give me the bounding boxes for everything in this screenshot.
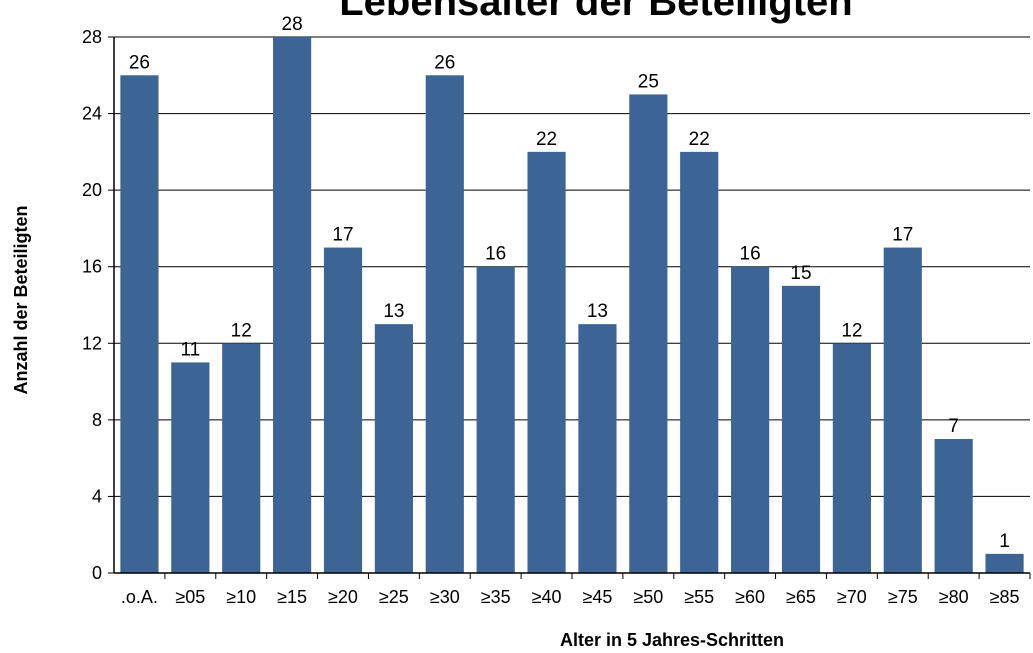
x-tick-label: ≥50 [633,587,663,607]
data-label: 16 [740,244,761,265]
bar [680,151,719,573]
x-tick-label: ≥10 [226,587,256,607]
gridlines [114,36,1030,497]
bar [527,151,566,573]
y-tick-label: 20 [82,180,102,200]
bar [323,247,363,574]
data-label: 25 [638,71,659,92]
x-tick-label: ≥40 [532,587,562,607]
data-labels: 26 11 12 28 17 13 26 16 22 13 25 22 16 15 12 17 7 1 [129,14,1010,552]
data-label: 26 [434,52,455,73]
bar [425,75,464,574]
bar [883,247,922,574]
bar [273,37,312,573]
data-label: 17 [892,225,913,246]
x-tick-label: .o.A. [121,587,158,607]
data-label: 16 [485,244,506,265]
bar [985,553,1024,573]
x-tick-label: ≥20 [328,587,358,607]
data-label: 7 [948,416,959,437]
data-label: 13 [383,301,404,322]
y-tick-label: 4 [92,486,102,506]
bar [731,266,770,573]
bar [629,94,668,573]
x-tick-label: ≥80 [939,587,969,607]
x-tick-label: ≥75 [888,587,918,607]
y-tick-label: 16 [82,257,102,277]
y-tick-label: 0 [92,563,102,583]
x-tick-label: ≥65 [786,587,816,607]
bar [222,343,261,573]
bar [934,439,973,573]
x-tick-label: ≥55 [684,587,714,607]
bars [120,37,1024,574]
data-label: 13 [587,301,608,322]
data-label: 22 [689,129,710,150]
x-tick-label: ≥15 [277,587,307,607]
x-tick-label: ≥30 [430,587,460,607]
bar [832,343,871,573]
bar [171,362,210,573]
bar [781,285,821,573]
data-label: 15 [790,263,811,284]
y-tick-label: 8 [92,410,102,430]
data-label: 12 [231,320,252,341]
chart-title: Lebensalter der Beteiligten [339,0,852,24]
x-tick-label: ≥60 [735,587,765,607]
data-label: 11 [180,339,200,360]
y-tick-label: 28 [82,27,102,47]
data-label: 28 [282,14,303,35]
data-label: 1 [999,531,1010,552]
x-tick-label: ≥35 [481,587,511,607]
x-tick-label: ≥70 [837,587,867,607]
data-label: 12 [841,320,862,341]
bar [476,266,515,573]
x-axis-label: Alter in 5 Jahres-Schritten [560,630,784,650]
x-tick-label: ≥05 [175,587,205,607]
x-tick-label: ≥45 [582,587,612,607]
data-label: 26 [129,52,150,73]
y-axis-label: Anzahl der Beteiligten [11,205,31,394]
bar [374,324,413,573]
y-tick-label: 12 [82,333,102,353]
x-tick-label: ≥25 [379,587,409,607]
data-label: 17 [332,225,353,246]
y-tick-label: 24 [82,104,102,124]
x-tick-label: ≥85 [990,587,1020,607]
data-label: 22 [536,129,557,150]
y-axis-ticks: 0 4 8 12 16 20 24 28 [82,27,114,583]
x-axis-ticks: .o.A. ≥05 ≥10 ≥15 ≥20 ≥25 ≥30 ≥35 ≥40 ≥45 ≥50 ≥55 ≥6… [121,573,1031,607]
bar [578,324,617,573]
bar [120,75,159,574]
